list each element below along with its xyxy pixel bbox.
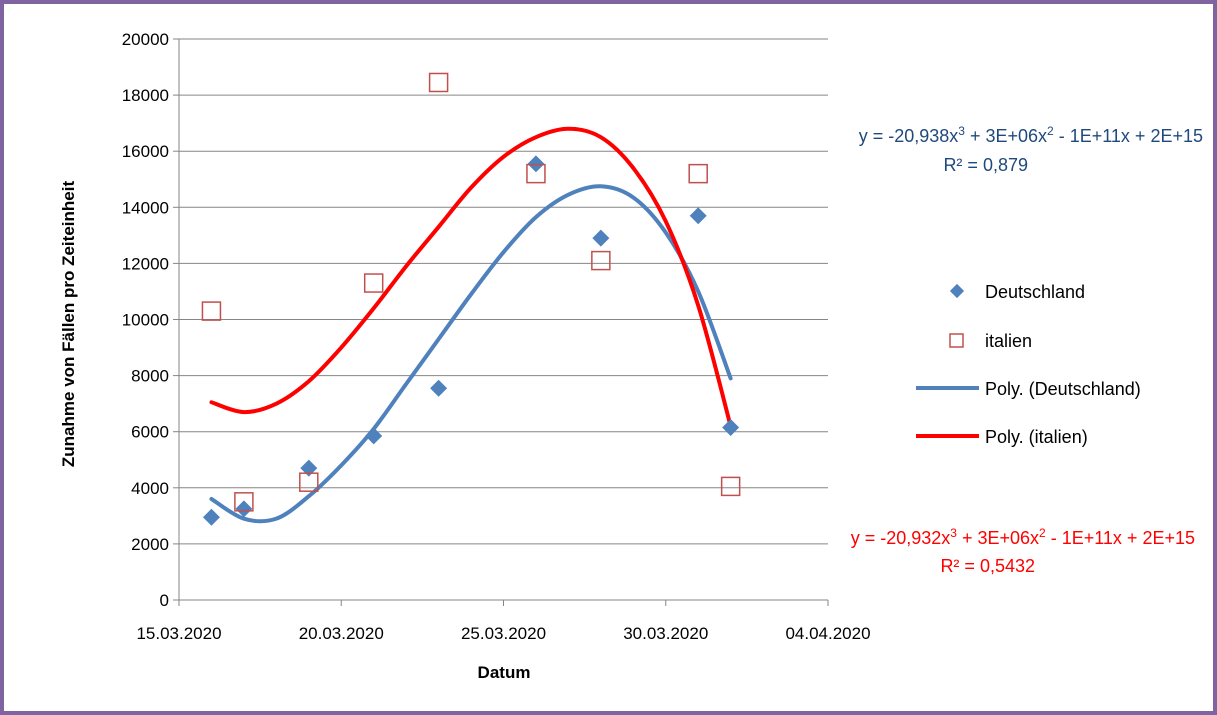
trendline-poly-deutschland — [209, 184, 733, 524]
trendline-equation-deutschland: y = -20,938x3 + 3E+06x2 - 1E+11x + 2E+15… — [859, 124, 1203, 175]
point-deutschland — [689, 207, 707, 225]
legend-marker-square — [949, 333, 964, 348]
x-axis-title: Datum — [478, 663, 531, 682]
r2-deutschland: R² = 0,879 — [943, 155, 1028, 175]
trendline-equation-italien: y = -20,932x3 + 3E+06x2 - 1E+11x + 2E+15… — [851, 526, 1195, 576]
y-tick-label: 16000 — [122, 142, 169, 161]
legend-item-italien: italien — [949, 331, 1032, 351]
r2-italien: R² = 0,5432 — [940, 556, 1035, 576]
x-tick-label: 15.03.2020 — [136, 624, 221, 643]
point-deutschland — [527, 155, 545, 173]
y-axis-ticks: 0 2000 4000 6000 8000 10000 12000 14000 16000 180… — [122, 30, 179, 610]
axes — [178, 39, 828, 601]
point-italien — [688, 163, 708, 184]
point-deutschland — [430, 379, 448, 397]
y-tick-label: 8000 — [131, 367, 169, 386]
point-deutschland — [202, 508, 220, 526]
y-tick-label: 12000 — [122, 254, 169, 273]
legend-label-poly-italien: Poly. (italien) — [985, 427, 1088, 447]
point-italien — [591, 250, 611, 271]
point-deutschland — [592, 229, 610, 247]
point-deutschland — [722, 419, 740, 436]
point-italien — [201, 301, 222, 321]
y-tick-label: 2000 — [131, 535, 169, 554]
y-tick-label: 0 — [160, 591, 169, 610]
legend-marker-diamond — [949, 283, 965, 299]
trendlines — [209, 126, 733, 524]
y-tick-label: 18000 — [122, 86, 169, 105]
equation-italien: y = -20,932x3 + 3E+06x2 - 1E+11x + 2E+15 — [851, 526, 1195, 548]
x-tick-label: 20.03.2020 — [299, 624, 384, 643]
data-points — [201, 72, 741, 526]
point-deutschland — [300, 459, 318, 477]
legend-item-poly-deutschland: Poly. (Deutschland) — [916, 379, 1141, 399]
legend-label-italien: italien — [985, 331, 1032, 351]
legend: Deutschland italien Poly. (Deutschland) … — [916, 282, 1141, 447]
y-tick-label: 20000 — [122, 30, 169, 49]
x-tick-label: 30.03.2020 — [623, 624, 708, 643]
point-deutschland — [365, 427, 383, 445]
trendline-poly-italien — [209, 126, 733, 429]
point-deutschland — [235, 500, 253, 518]
legend-label-deutschland: Deutschland — [985, 282, 1085, 302]
point-italien — [299, 472, 319, 492]
y-tick-label: 4000 — [131, 479, 169, 498]
y-tick-label: 14000 — [122, 198, 169, 217]
point-italien — [234, 492, 254, 512]
x-tick-label: 25.03.2020 — [461, 624, 546, 643]
scatter-chart: 0 2000 4000 6000 8000 10000 12000 14000 16000 180… — [59, 30, 1203, 682]
point-italien — [526, 163, 546, 184]
x-axis-ticks: 15.03.2020 20.03.2020 25.03.2020 30.03.2020… — [136, 600, 871, 643]
legend-item-deutschland: Deutschland — [949, 282, 1085, 302]
y-tick-label: 6000 — [131, 423, 169, 442]
point-italien — [720, 476, 741, 497]
equation-deutschland: y = -20,938x3 + 3E+06x2 - 1E+11x + 2E+15 — [859, 124, 1203, 146]
x-tick-label: 04.04.2020 — [785, 624, 870, 643]
y-axis-title: Zunahme von Fällen pro Zeiteinheit — [59, 181, 78, 468]
y-tick-label: 10000 — [122, 311, 169, 330]
point-italien — [363, 273, 384, 293]
legend-item-poly-italien: Poly. (italien) — [916, 427, 1088, 447]
legend-label-poly-deutschland: Poly. (Deutschland) — [985, 379, 1141, 399]
point-italien — [428, 72, 449, 93]
gridlines — [179, 38, 828, 545]
